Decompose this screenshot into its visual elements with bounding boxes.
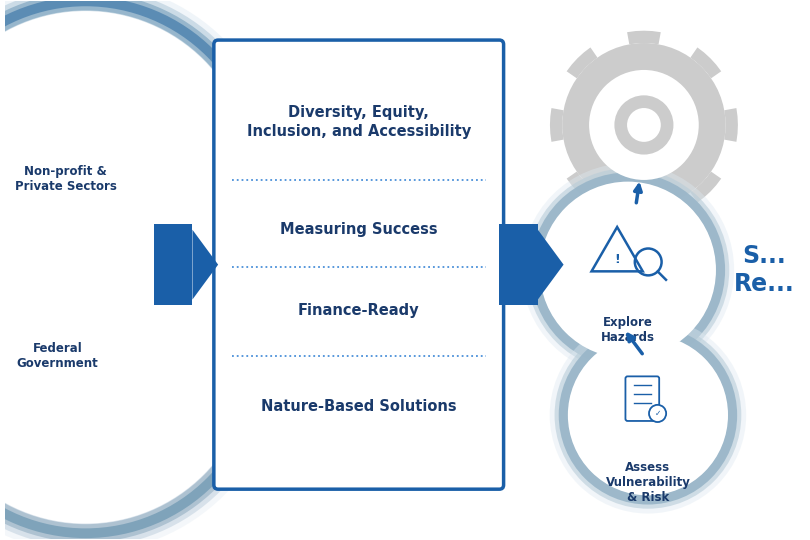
Polygon shape xyxy=(724,108,738,142)
Polygon shape xyxy=(567,172,598,202)
Text: S...
Re...: S... Re... xyxy=(734,244,795,296)
Circle shape xyxy=(615,96,673,154)
Polygon shape xyxy=(627,31,661,44)
Text: ✓: ✓ xyxy=(654,409,661,418)
Polygon shape xyxy=(538,230,564,300)
Polygon shape xyxy=(591,227,643,271)
Polygon shape xyxy=(499,224,538,305)
Text: Non-profit &
Private Sectors: Non-profit & Private Sectors xyxy=(15,165,117,193)
Text: Measuring Success: Measuring Success xyxy=(280,222,437,237)
FancyBboxPatch shape xyxy=(625,376,659,421)
Circle shape xyxy=(562,43,726,207)
Circle shape xyxy=(0,188,253,524)
Polygon shape xyxy=(627,206,661,219)
Text: Assess
Vulnerability
& Risk: Assess Vulnerability & Risk xyxy=(606,461,690,504)
Polygon shape xyxy=(690,172,721,202)
Text: Finance-Ready: Finance-Ready xyxy=(298,303,420,318)
FancyBboxPatch shape xyxy=(214,40,504,489)
Polygon shape xyxy=(567,48,598,78)
Circle shape xyxy=(627,108,661,142)
Text: Federal
Government: Federal Government xyxy=(16,342,98,370)
Text: Nature-Based Solutions: Nature-Based Solutions xyxy=(261,400,457,415)
Text: !: ! xyxy=(614,253,620,266)
Polygon shape xyxy=(690,48,721,78)
Polygon shape xyxy=(193,230,218,300)
Polygon shape xyxy=(550,108,564,142)
Circle shape xyxy=(0,11,253,346)
Circle shape xyxy=(568,335,728,495)
Circle shape xyxy=(649,405,666,422)
Polygon shape xyxy=(154,224,193,305)
Text: Explore
Hazards: Explore Hazards xyxy=(601,316,654,343)
Text: Diversity, Equity,
Inclusion, and Accessibility: Diversity, Equity, Inclusion, and Access… xyxy=(246,105,471,139)
Circle shape xyxy=(539,181,716,359)
Circle shape xyxy=(589,70,699,180)
